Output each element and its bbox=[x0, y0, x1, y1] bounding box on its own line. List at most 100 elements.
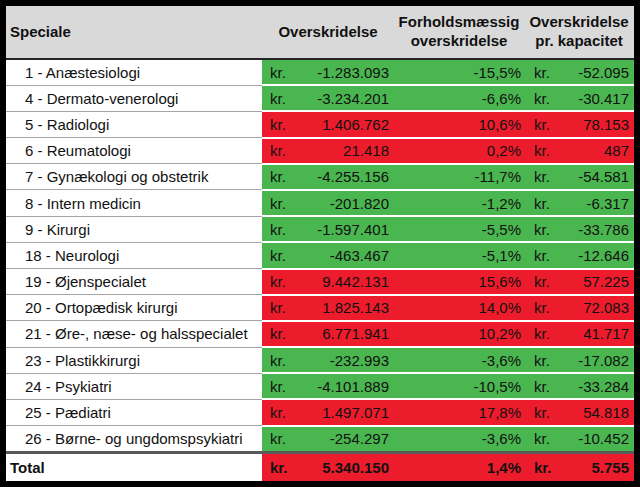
currency-label[interactable]: kr. bbox=[524, 242, 566, 268]
currency-label[interactable]: kr. bbox=[524, 190, 566, 216]
pct-value[interactable]: 0,2% bbox=[394, 138, 524, 164]
overskridelse-value[interactable]: -1.283.093 bbox=[302, 59, 394, 85]
speciale-cell[interactable]: 9 - Kirurgi bbox=[6, 216, 262, 242]
per-capacity-value[interactable]: 54.818 bbox=[566, 399, 634, 425]
speciale-cell[interactable]: 5 - Radiologi bbox=[6, 111, 262, 137]
currency-label[interactable]: kr. bbox=[262, 453, 302, 482]
currency-label[interactable]: kr. bbox=[524, 59, 566, 85]
overskridelse-value[interactable]: 9.442.131 bbox=[302, 269, 394, 295]
speciale-cell[interactable]: 8 - Intern medicin bbox=[6, 190, 262, 216]
currency-label[interactable]: kr. bbox=[524, 373, 566, 399]
per-capacity-value[interactable]: -12.646 bbox=[566, 242, 634, 268]
speciale-cell[interactable]: 20 - Ortopædisk kirurgi bbox=[6, 295, 262, 321]
pct-value[interactable]: -5,5% bbox=[394, 216, 524, 242]
per-capacity-value[interactable]: -17.082 bbox=[566, 347, 634, 373]
pct-value[interactable]: -10,5% bbox=[394, 373, 524, 399]
total-pct-value[interactable]: 1,4% bbox=[394, 453, 524, 482]
per-capacity-value[interactable]: 78.153 bbox=[566, 111, 634, 137]
speciale-cell[interactable]: 6 - Reumatologi bbox=[6, 138, 262, 164]
currency-label[interactable]: kr. bbox=[262, 164, 302, 190]
currency-label[interactable]: kr. bbox=[262, 373, 302, 399]
speciale-cell[interactable]: 19 - Øjenspecialet bbox=[6, 269, 262, 295]
speciale-cell[interactable]: 25 - Pædiatri bbox=[6, 399, 262, 425]
currency-label[interactable]: kr. bbox=[262, 85, 302, 111]
currency-label[interactable]: kr. bbox=[524, 269, 566, 295]
per-capacity-value[interactable]: -33.786 bbox=[566, 216, 634, 242]
currency-label[interactable]: kr. bbox=[524, 164, 566, 190]
currency-label[interactable]: kr. bbox=[524, 347, 566, 373]
pct-value[interactable]: 10,2% bbox=[394, 321, 524, 347]
currency-label[interactable]: kr. bbox=[262, 242, 302, 268]
pct-value[interactable]: -6,6% bbox=[394, 85, 524, 111]
overskridelse-value[interactable]: 1.406.762 bbox=[302, 111, 394, 137]
overskridelse-value[interactable]: -232.993 bbox=[302, 347, 394, 373]
per-capacity-value[interactable]: -6.317 bbox=[566, 190, 634, 216]
per-capacity-value[interactable]: -10.452 bbox=[566, 426, 634, 453]
currency-label[interactable]: kr. bbox=[524, 453, 566, 482]
currency-label[interactable]: kr. bbox=[524, 321, 566, 347]
pct-value[interactable]: -1,2% bbox=[394, 190, 524, 216]
total-label[interactable]: Total bbox=[6, 453, 262, 482]
column-header-overskridelse[interactable]: Overskridelse bbox=[262, 6, 394, 59]
overskridelse-value[interactable]: -3.234.201 bbox=[302, 85, 394, 111]
speciale-cell[interactable]: 24 - Psykiatri bbox=[6, 373, 262, 399]
currency-label[interactable]: kr. bbox=[524, 399, 566, 425]
overskridelse-value[interactable]: 21.418 bbox=[302, 138, 394, 164]
currency-label[interactable]: kr. bbox=[262, 321, 302, 347]
column-header-overskridelse-pr-kapacitet[interactable]: Overskridelse pr. kapacitet bbox=[524, 6, 634, 59]
pct-value[interactable]: 17,8% bbox=[394, 399, 524, 425]
pct-value[interactable]: -3,6% bbox=[394, 426, 524, 453]
pct-value[interactable]: -5,1% bbox=[394, 242, 524, 268]
speciale-cell[interactable]: 18 - Neurologi bbox=[6, 242, 262, 268]
currency-label[interactable]: kr. bbox=[262, 426, 302, 453]
pct-value[interactable]: -3,6% bbox=[394, 347, 524, 373]
per-capacity-value[interactable]: -30.417 bbox=[566, 85, 634, 111]
pct-value[interactable]: -11,7% bbox=[394, 164, 524, 190]
pct-value[interactable]: 14,0% bbox=[394, 295, 524, 321]
currency-label[interactable]: kr. bbox=[524, 138, 566, 164]
speciale-cell[interactable]: 26 - Børne- og ungdomspsykiatri bbox=[6, 426, 262, 453]
total-per-capacity-value[interactable]: 5.755 bbox=[566, 453, 634, 482]
overskridelse-value[interactable]: -4.101.889 bbox=[302, 373, 394, 399]
overskridelse-value[interactable]: 1.497.071 bbox=[302, 399, 394, 425]
currency-label[interactable]: kr. bbox=[262, 269, 302, 295]
pct-value[interactable]: -15,5% bbox=[394, 59, 524, 85]
currency-label[interactable]: kr. bbox=[524, 216, 566, 242]
overskridelse-value[interactable]: -1.597.401 bbox=[302, 216, 394, 242]
currency-label[interactable]: kr. bbox=[262, 190, 302, 216]
speciale-cell[interactable]: 23 - Plastikkirurgi bbox=[6, 347, 262, 373]
overskridelse-value[interactable]: 6.771.941 bbox=[302, 321, 394, 347]
column-header-speciale[interactable]: Speciale bbox=[6, 6, 262, 59]
overskridelse-value[interactable]: -463.467 bbox=[302, 242, 394, 268]
column-header-forholdsmaessig-overskridelse[interactable]: Forholdsmæssig overskridelse bbox=[394, 6, 524, 59]
per-capacity-value[interactable]: 57.225 bbox=[566, 269, 634, 295]
pct-value[interactable]: 10,6% bbox=[394, 111, 524, 137]
currency-label[interactable]: kr. bbox=[262, 138, 302, 164]
currency-label[interactable]: kr. bbox=[262, 399, 302, 425]
overskridelse-value[interactable]: -4.255.156 bbox=[302, 164, 394, 190]
currency-label[interactable]: kr. bbox=[262, 111, 302, 137]
total-overskridelse-value[interactable]: 5.340.150 bbox=[302, 453, 394, 482]
per-capacity-value[interactable]: -52.095 bbox=[566, 59, 634, 85]
currency-label[interactable]: kr. bbox=[524, 426, 566, 453]
overskridelse-value[interactable]: -254.297 bbox=[302, 426, 394, 453]
currency-label[interactable]: kr. bbox=[262, 216, 302, 242]
currency-label[interactable]: kr. bbox=[524, 111, 566, 137]
per-capacity-value[interactable]: -54.581 bbox=[566, 164, 634, 190]
speciale-cell[interactable]: 7 - Gynækologi og obstetrik bbox=[6, 164, 262, 190]
currency-label[interactable]: kr. bbox=[262, 59, 302, 85]
per-capacity-value[interactable]: -33.284 bbox=[566, 373, 634, 399]
currency-label[interactable]: kr. bbox=[524, 85, 566, 111]
overskridelse-value[interactable]: -201.820 bbox=[302, 190, 394, 216]
speciale-cell[interactable]: 21 - Øre-, næse- og halsspecialet bbox=[6, 321, 262, 347]
per-capacity-value[interactable]: 41.717 bbox=[566, 321, 634, 347]
pct-value[interactable]: 15,6% bbox=[394, 269, 524, 295]
currency-label[interactable]: kr. bbox=[524, 295, 566, 321]
currency-label[interactable]: kr. bbox=[262, 347, 302, 373]
speciale-cell[interactable]: 1 - Anæstesiologi bbox=[6, 59, 262, 85]
per-capacity-value[interactable]: 487 bbox=[566, 138, 634, 164]
currency-label[interactable]: kr. bbox=[262, 295, 302, 321]
overskridelse-value[interactable]: 1.825.143 bbox=[302, 295, 394, 321]
speciale-cell[interactable]: 4 - Dermato-venerologi bbox=[6, 85, 262, 111]
per-capacity-value[interactable]: 72.083 bbox=[566, 295, 634, 321]
